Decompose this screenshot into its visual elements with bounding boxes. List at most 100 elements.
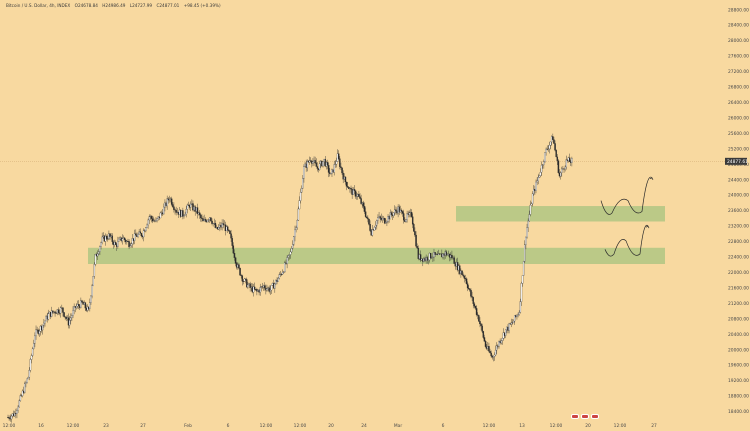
candle-body (390, 212, 393, 215)
candle-body (81, 300, 83, 303)
candle-body (342, 172, 344, 180)
event-flag-icon[interactable] (581, 414, 589, 419)
candle-body (159, 212, 162, 219)
candle-body (339, 158, 341, 167)
candle-body (298, 200, 301, 210)
candle-body (296, 220, 298, 228)
price-tick-label: 27600.00 (728, 54, 749, 60)
candle-body (300, 188, 303, 193)
candle-body (371, 229, 374, 236)
candle-body (459, 265, 461, 274)
candle-body (395, 209, 397, 211)
candle-body (564, 166, 566, 170)
candle-body (284, 262, 286, 273)
candle-body (129, 245, 131, 248)
candle-body (493, 354, 496, 357)
candle-body (70, 317, 72, 321)
candle-body (283, 271, 285, 273)
time-tick-label: 6 (227, 423, 230, 429)
candle-body (172, 204, 174, 207)
candle-body (57, 309, 60, 314)
candle-body (516, 314, 518, 317)
candle-body (175, 210, 177, 213)
candle-body (518, 312, 520, 315)
candle-body (240, 274, 242, 276)
candle-body (98, 251, 100, 254)
candle-body (281, 272, 284, 275)
candle-body (241, 275, 244, 282)
candle-body (99, 246, 101, 252)
candle-body (517, 314, 519, 316)
candle-body (20, 395, 23, 397)
candle-body (557, 160, 560, 173)
candle-body (505, 329, 507, 336)
candle-body (453, 257, 455, 264)
candle-body (25, 382, 27, 384)
time-tick-label: 12:00 (614, 423, 627, 429)
candle-body (345, 181, 348, 187)
event-markers[interactable] (571, 414, 599, 419)
candle-body (292, 244, 294, 249)
candle-body (90, 295, 92, 303)
candle-body (528, 214, 531, 222)
candle-body (555, 150, 557, 158)
candle-body (234, 257, 237, 264)
candle-body (130, 243, 133, 246)
time-tick-label: 27 (651, 423, 657, 429)
demand-zone[interactable] (456, 206, 665, 222)
candle-body (548, 145, 551, 150)
candle-body (68, 320, 71, 326)
candle-body (306, 160, 309, 168)
candle-body (118, 238, 120, 242)
candle-body (414, 231, 416, 236)
candle-body (135, 233, 137, 236)
candle-body (252, 286, 255, 293)
candle-body (266, 288, 268, 291)
candle-body (381, 218, 384, 220)
demand-zone[interactable] (88, 247, 665, 264)
candle-body (445, 251, 448, 256)
candle-body (150, 216, 153, 219)
candle-body (133, 233, 136, 241)
time-tick-label: 12:00 (67, 423, 80, 429)
candle-body (462, 274, 464, 277)
candle-body (17, 406, 19, 411)
candle-body (398, 206, 400, 213)
candle-body (75, 306, 78, 308)
candle-body (214, 222, 217, 228)
candle-body (166, 198, 168, 206)
candle-body (64, 316, 66, 318)
candle-body (184, 214, 186, 216)
candle-body (556, 156, 559, 161)
candle-body (62, 307, 64, 313)
price-tick-label: 20400.00 (728, 332, 749, 338)
candle-body (50, 310, 53, 317)
candle-body (426, 257, 428, 261)
candle-body (147, 219, 149, 226)
candle-body (34, 335, 36, 344)
candle-body (190, 203, 192, 208)
candle-body (246, 279, 248, 288)
candle-body (364, 211, 367, 217)
candle-body (210, 217, 212, 222)
event-flag-icon[interactable] (591, 414, 599, 419)
candle-body (30, 355, 33, 360)
candle-body (71, 315, 73, 318)
candle-body (249, 283, 251, 289)
candle-body (183, 215, 185, 217)
candle-body (294, 229, 296, 237)
candle-body (18, 400, 20, 408)
projection-path (604, 224, 649, 257)
candle-body (89, 302, 91, 309)
candle-body (92, 276, 94, 286)
candle-body (145, 227, 147, 232)
candle-body (363, 206, 366, 212)
candle-body (366, 216, 368, 219)
event-flag-icon[interactable] (571, 414, 579, 419)
candle-body (35, 329, 37, 337)
candle-body (480, 323, 482, 327)
candle-body (406, 213, 408, 220)
candle-body (386, 221, 388, 223)
candle-body (146, 224, 148, 228)
